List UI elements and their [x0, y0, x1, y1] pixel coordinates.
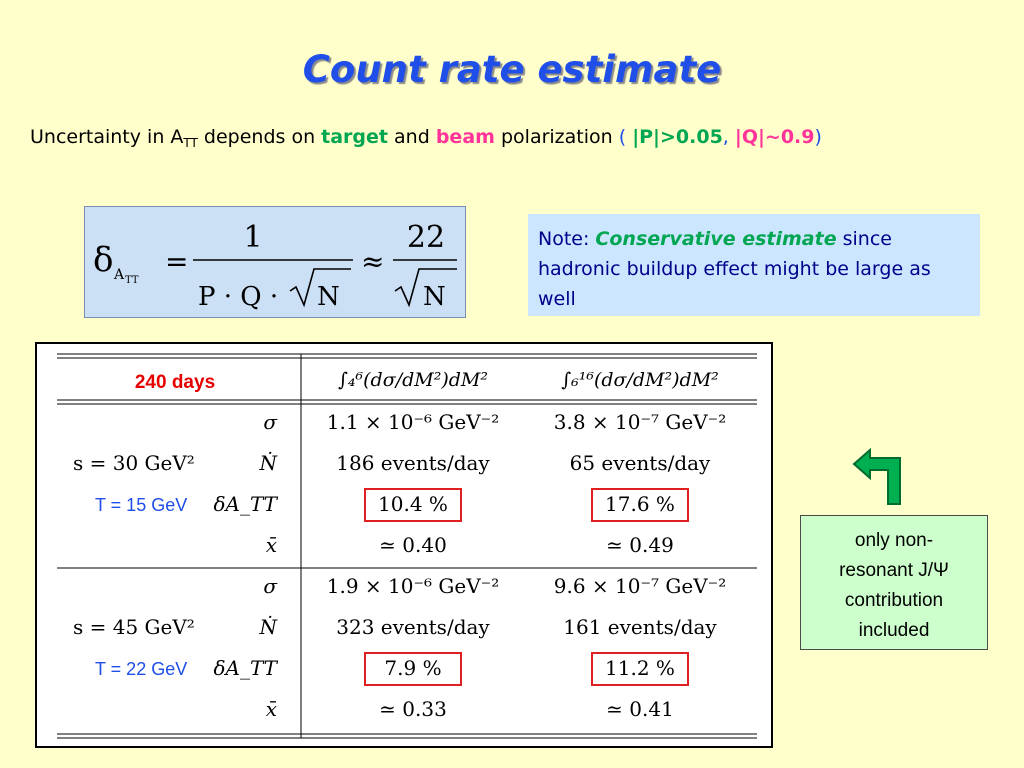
results-table-svg: 240 days ∫₄⁶(dσ/dM²)dM² ∫₆¹⁶(dσ/dM²)dM² σ 1.… [57, 353, 757, 739]
table-row-symbol: Ṅ [259, 614, 279, 639]
subtitle-sub: TT [183, 136, 198, 150]
subtitle-and: and [388, 126, 436, 148]
subtitle: Uncertainty in ATT depends on target and… [30, 126, 1010, 150]
table-corner-label: 240 days [135, 372, 215, 393]
table-cell-col2: ≃ 0.41 [606, 697, 674, 721]
table-cell-col1: 323 events/day [336, 615, 490, 639]
formula-sqrt-n2: N [423, 282, 446, 312]
table-cell-col1: 186 events/day [336, 451, 490, 475]
table-row-symbol: σ [263, 410, 278, 434]
formula-delta: δ [93, 240, 113, 280]
formula-numerator: 1 [243, 220, 262, 255]
subtitle-comma: , [722, 126, 735, 148]
table-cell-col1: ≃ 0.40 [379, 533, 447, 557]
table-cell-col2: 17.6 % [605, 492, 675, 516]
table-row-symbol: δA_TT [213, 492, 278, 516]
table-row-symbol: σ [263, 574, 278, 598]
page-title: Count rate estimate [302, 48, 722, 91]
subtitle-close: ) [814, 126, 822, 148]
formula-approx: ≈ [361, 245, 384, 278]
table-cell-col2: 161 events/day [563, 615, 717, 639]
subtitle-prefix: Uncertainty in A [30, 126, 184, 148]
table-cell-col1: ≃ 0.33 [379, 697, 447, 721]
table-row-symbol: δA_TT [213, 656, 278, 680]
formula-sub: A [113, 267, 125, 283]
note-emphasis: Conservative estimate [595, 228, 837, 250]
subtitle-target: target [321, 126, 388, 148]
table-cell-col2: 11.2 % [605, 656, 675, 680]
table-header-col2: ∫₆¹⁶(dσ/dM²)dM² [561, 369, 719, 391]
results-table: 240 days ∫₄⁶(dσ/dM²)dM² ∫₆¹⁶(dσ/dM²)dM² σ 1.… [35, 342, 773, 748]
table-cell-col2: ≃ 0.49 [606, 533, 674, 557]
table-cell-col1: 7.9 % [384, 656, 441, 680]
table-group-s-label: s = 30 GeV² [73, 451, 195, 475]
side-note-line1: only non- [854, 530, 934, 551]
subtitle-q-cond: |Q|~0.9 [734, 126, 815, 148]
arrow-up-left-icon [852, 447, 901, 505]
table-group-s-label: s = 45 GeV² [73, 615, 195, 639]
table-cell-col2: 3.8 × 10⁻⁷ GeV⁻² [554, 410, 727, 434]
highlight-box [364, 488, 462, 522]
table-cell-col1: 10.4 % [378, 492, 448, 516]
table-cell-col1: 1.1 × 10⁻⁶ GeV⁻² [327, 410, 500, 434]
formula-subsub: TT [125, 275, 139, 286]
subtitle-mid2: polarization [494, 126, 619, 148]
formula-box: δ A TT = 1 P · Q · N ≈ 22 N [84, 206, 466, 318]
note-prefix: Note: [538, 228, 596, 250]
table-group-t-label: T = 22 GeV [95, 659, 187, 679]
side-note-line2: resonant J/Ψ [839, 560, 949, 581]
table-group-t-label: T = 15 GeV [95, 495, 187, 515]
table-header-col1: ∫₄⁶(dσ/dM²)dM² [338, 369, 488, 391]
highlight-box [364, 652, 462, 686]
table-cell-col1: 1.9 × 10⁻⁶ GeV⁻² [327, 574, 500, 598]
formula-eq: = [165, 245, 188, 278]
note-box: Note: Conservative estimate since hadron… [528, 214, 980, 316]
subtitle-mid1: depends on [197, 126, 322, 148]
side-note-box: only non- resonant J/Ψ contribution incl… [800, 515, 988, 650]
subtitle-p-cond: |P|>0.05 [632, 126, 723, 148]
table-row-symbol: x̄ [266, 533, 277, 557]
table-cell-col2: 9.6 × 10⁻⁷ GeV⁻² [554, 574, 727, 598]
side-note-line3: contribution [844, 590, 944, 611]
formula-denominator: P · Q · [198, 282, 278, 312]
formula-numerator2: 22 [407, 220, 445, 255]
table-row-symbol: x̄ [266, 697, 277, 721]
table-cell-col2: 65 events/day [570, 451, 711, 475]
highlight-box [591, 652, 689, 686]
highlight-box [591, 488, 689, 522]
formula-svg: δ A TT = 1 P · Q · N ≈ 22 N [93, 220, 457, 312]
note-rest: since hadronic buildup effect might be l… [538, 228, 931, 310]
formula-sqrt-sign [289, 268, 351, 308]
formula-sqrt-n: N [317, 282, 340, 312]
formula-sqrt-sign2 [394, 268, 457, 308]
table-row-symbol: Ṅ [259, 450, 279, 475]
subtitle-beam: beam [435, 126, 495, 148]
subtitle-open: ( [618, 126, 633, 148]
side-note-line4: included [858, 620, 930, 641]
